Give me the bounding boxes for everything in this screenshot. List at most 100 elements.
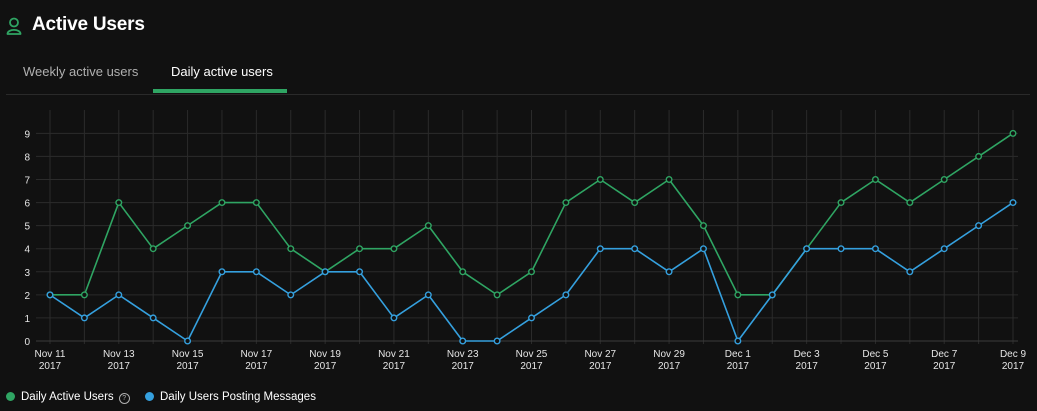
data-point[interactable] (699, 245, 707, 253)
user-icon (6, 17, 22, 35)
data-point[interactable] (218, 268, 226, 276)
y-tick-label: 9 (24, 129, 30, 140)
data-point[interactable] (424, 222, 432, 230)
data-point[interactable] (252, 199, 260, 207)
data-point[interactable] (871, 175, 879, 183)
data-point[interactable] (184, 222, 192, 230)
data-point[interactable] (562, 291, 570, 299)
page-title: Active Users (32, 14, 145, 35)
x-tick-label: Nov 11 (35, 349, 66, 360)
data-point[interactable] (459, 337, 467, 345)
data-point[interactable] (356, 268, 364, 276)
tab-daily-active-users[interactable]: Daily active users (171, 64, 273, 79)
x-tick-label: Dec 7 (931, 349, 958, 360)
help-icon[interactable]: ? (118, 393, 130, 404)
y-tick-label: 0 (24, 337, 30, 348)
data-point[interactable] (906, 199, 914, 207)
data-point[interactable] (940, 245, 948, 253)
legend-dot-blue (145, 392, 154, 401)
data-point[interactable] (390, 245, 398, 253)
x-tick-label: Dec 5 (862, 349, 889, 360)
data-point[interactable] (115, 291, 123, 299)
data-point[interactable] (768, 291, 776, 299)
data-point[interactable] (321, 268, 329, 276)
data-point[interactable] (528, 268, 536, 276)
data-point[interactable] (115, 199, 123, 207)
data-point[interactable] (734, 291, 742, 299)
y-tick-label: 3 (24, 268, 30, 279)
x-tick-year-label: 2017 (1002, 361, 1025, 372)
x-tick-label: Nov 23 (447, 349, 479, 360)
data-point[interactable] (80, 291, 88, 299)
data-point[interactable] (287, 291, 295, 299)
data-point[interactable] (252, 268, 260, 276)
data-point[interactable] (149, 245, 157, 253)
y-tick-label: 1 (24, 314, 30, 325)
x-tick-label: Nov 13 (103, 349, 135, 360)
x-tick-label: Nov 21 (378, 349, 410, 360)
data-point[interactable] (390, 314, 398, 322)
x-tick-label: Nov 29 (653, 349, 685, 360)
data-point[interactable] (975, 152, 983, 160)
x-tick-year-label: 2017 (176, 361, 199, 372)
x-tick-year-label: 2017 (520, 361, 543, 372)
x-tick-label: Dec 3 (794, 349, 821, 360)
legend-item-daily-active-users[interactable]: Daily Active Users? (6, 391, 130, 404)
data-point[interactable] (80, 314, 88, 322)
x-tick-year-label: 2017 (245, 361, 268, 372)
legend-label: Daily Users Posting Messages (160, 391, 316, 403)
tab-bar: Weekly active users Daily active users (6, 52, 1030, 95)
data-point[interactable] (837, 245, 845, 253)
x-tick-year-label: 2017 (383, 361, 406, 372)
y-tick-label: 7 (24, 175, 30, 186)
data-point[interactable] (184, 337, 192, 345)
data-point[interactable] (631, 199, 639, 207)
x-tick-label: Nov 15 (172, 349, 204, 360)
x-tick-year-label: 2017 (589, 361, 612, 372)
data-point[interactable] (871, 245, 879, 253)
data-point[interactable] (837, 199, 845, 207)
x-tick-label: Nov 19 (309, 349, 341, 360)
data-point[interactable] (562, 199, 570, 207)
y-tick-label: 5 (24, 222, 30, 233)
data-point[interactable] (665, 175, 673, 183)
data-point[interactable] (665, 268, 673, 276)
data-point[interactable] (493, 337, 501, 345)
x-tick-label: Nov 25 (516, 349, 548, 360)
y-tick-label: 2 (24, 291, 30, 302)
data-point[interactable] (528, 314, 536, 322)
header: Active Users (0, 0, 1037, 52)
data-point[interactable] (631, 245, 639, 253)
data-point[interactable] (46, 291, 54, 299)
y-tick-label: 6 (24, 199, 30, 210)
x-tick-year-label: 2017 (864, 361, 887, 372)
data-point[interactable] (287, 245, 295, 253)
data-point[interactable] (459, 268, 467, 276)
data-point[interactable] (218, 199, 226, 207)
x-tick-year-label: 2017 (727, 361, 750, 372)
data-point[interactable] (906, 268, 914, 276)
x-tick-year-label: 2017 (314, 361, 337, 372)
x-tick-year-label: 2017 (933, 361, 956, 372)
data-point[interactable] (940, 175, 948, 183)
y-tick-label: 4 (24, 245, 30, 256)
data-point[interactable] (596, 175, 604, 183)
data-point[interactable] (1009, 199, 1017, 207)
data-point[interactable] (356, 245, 364, 253)
data-point[interactable] (734, 337, 742, 345)
data-point[interactable] (493, 291, 501, 299)
data-point[interactable] (424, 291, 432, 299)
data-point[interactable] (149, 314, 157, 322)
data-point[interactable] (596, 245, 604, 253)
data-point[interactable] (803, 245, 811, 253)
legend-item-daily-users-posting-messages[interactable]: Daily Users Posting Messages (145, 391, 316, 403)
data-point[interactable] (975, 222, 983, 230)
legend-label: Daily Active Users (21, 391, 114, 403)
data-point[interactable] (1009, 129, 1017, 137)
active-tab-indicator (153, 89, 287, 93)
x-tick-year-label: 2017 (39, 361, 62, 372)
x-tick-year-label: 2017 (452, 361, 475, 372)
data-point[interactable] (699, 222, 707, 230)
x-tick-year-label: 2017 (796, 361, 819, 372)
tab-weekly-active-users[interactable]: Weekly active users (23, 64, 139, 79)
